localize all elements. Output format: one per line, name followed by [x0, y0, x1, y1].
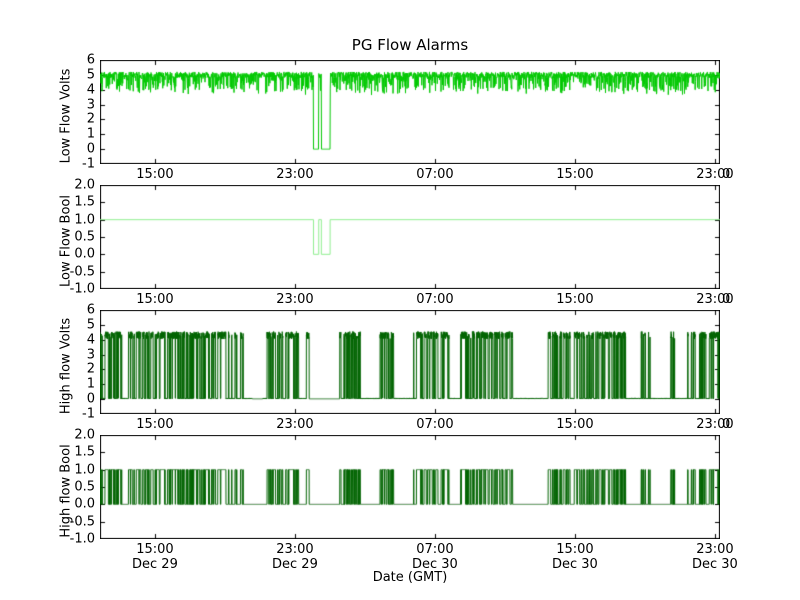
y-tick-label: 6 — [86, 52, 95, 68]
y-tick-label: 6 — [86, 302, 95, 318]
y-tick-label: -1.0 — [69, 281, 95, 297]
x-tick-label: 23:00 — [276, 167, 314, 182]
y-tick-label: 0 — [86, 391, 95, 407]
y-tick-label: 2.0 — [74, 427, 95, 443]
x-tick-label: 07:00 — [416, 417, 454, 432]
y-tick-label: 0.5 — [74, 229, 95, 245]
y-tick-label: 5 — [86, 317, 95, 333]
y-tick-label: 3 — [86, 97, 95, 113]
y-tick-label: -0.5 — [69, 264, 95, 280]
y-axis-label-high-flow-volts: High flow Volts — [58, 317, 74, 415]
x-tick-date-label: Dec 30 — [552, 557, 598, 572]
y-tick-label: 1 — [86, 126, 95, 142]
x-tick-label: 23:00 — [696, 542, 734, 557]
x-tick-label: 15:00 — [136, 292, 174, 307]
y-tick-label: 3 — [86, 347, 95, 363]
x-tick-label: 15:00 — [136, 417, 174, 432]
chart-title: PG Flow Alarms — [351, 36, 469, 54]
x-tick-label: 07:00 — [416, 167, 454, 182]
y-tick-label: 4 — [86, 332, 95, 348]
x-tick-label: 23:00 — [696, 167, 734, 182]
y-tick-label: 1.0 — [74, 462, 95, 478]
y-tick-label: 0.5 — [74, 479, 95, 495]
y-tick-label: 1 — [86, 376, 95, 392]
clipped-tick-label: 0 — [722, 417, 731, 432]
low-flow-bool-plot — [100, 185, 720, 289]
y-tick-label: 1.0 — [74, 212, 95, 228]
clipped-tick-label: 0 — [722, 167, 731, 182]
x-tick-date-label: Dec 29 — [272, 557, 318, 572]
y-tick-label: 4 — [86, 82, 95, 98]
x-tick-date-label: Dec 29 — [132, 557, 178, 572]
x-tick-label: 23:00 — [696, 292, 734, 307]
x-tick-label: 15:00 — [556, 417, 594, 432]
y-axis-label-low-flow-volts: Low Flow Volts — [58, 68, 74, 164]
y-tick-label: 0 — [86, 141, 95, 157]
y-tick-label: 2 — [86, 111, 95, 127]
high-flow-volts-plot — [100, 310, 720, 414]
x-tick-label: 23:00 — [276, 542, 314, 557]
y-tick-label: 0.0 — [74, 496, 95, 512]
clipped-tick-label: 0 — [722, 292, 731, 307]
x-tick-label: 15:00 — [556, 542, 594, 557]
x-tick-date-label: Dec 30 — [692, 557, 738, 572]
y-tick-label: 2.0 — [74, 177, 95, 193]
x-tick-label: 15:00 — [136, 542, 174, 557]
x-tick-label: 07:00 — [416, 292, 454, 307]
x-tick-label: 07:00 — [416, 542, 454, 557]
x-tick-label: 15:00 — [556, 167, 594, 182]
y-tick-label: -1 — [82, 156, 95, 172]
x-tick-label: 15:00 — [556, 292, 594, 307]
y-tick-label: -0.5 — [69, 514, 95, 530]
x-axis-label: Date (GMT) — [372, 570, 448, 585]
y-tick-label: 0.0 — [74, 246, 95, 262]
y-tick-label: -1 — [82, 406, 95, 422]
x-tick-label: 23:00 — [276, 417, 314, 432]
high-flow-bool-plot — [100, 435, 720, 539]
x-tick-label: 23:00 — [276, 292, 314, 307]
y-tick-label: 1.5 — [74, 444, 95, 460]
x-tick-date-label: Dec 30 — [412, 557, 458, 572]
y-tick-label: 5 — [86, 67, 95, 83]
y-tick-label: -1.0 — [69, 531, 95, 547]
y-tick-label: 2 — [86, 361, 95, 377]
x-tick-label: 23:00 — [696, 417, 734, 432]
low-flow-volts-plot — [100, 60, 720, 164]
x-tick-label: 15:00 — [136, 167, 174, 182]
y-tick-label: 1.5 — [74, 194, 95, 210]
